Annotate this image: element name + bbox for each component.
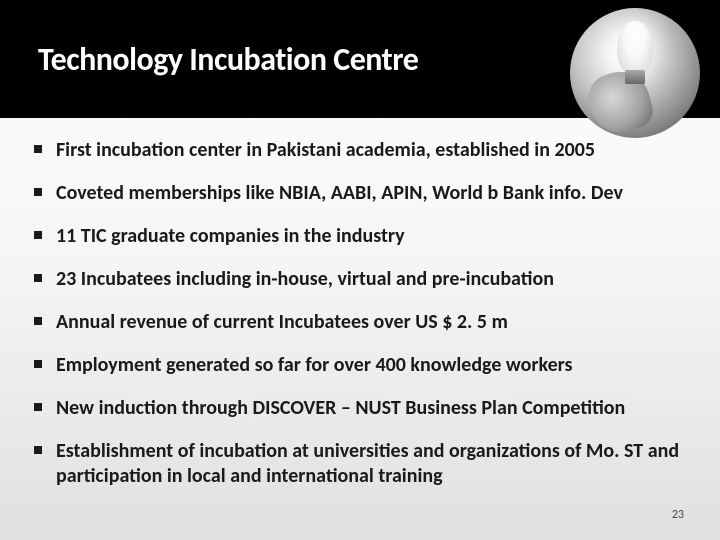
bullet-item: Establishment of incubation at universit… <box>18 439 702 489</box>
page-number: 23 <box>672 508 684 522</box>
content-area: First incubation center in Pakistani aca… <box>0 118 720 489</box>
bullet-item: New induction through DISCOVER – NUST Bu… <box>18 396 702 421</box>
bullet-item: First incubation center in Pakistani aca… <box>18 138 702 163</box>
lightbulb-icon <box>570 8 700 138</box>
bullet-item: 11 TIC graduate companies in the industr… <box>18 224 702 249</box>
bullet-item: Annual revenue of current Incubatees ove… <box>18 310 702 335</box>
bullet-item: 23 Incubatees including in-house, virtua… <box>18 267 702 292</box>
slide: Technology Incubation Centre First incub… <box>0 0 720 540</box>
bullet-item: Coveted memberships like NBIA, AABI, API… <box>18 181 702 206</box>
bullet-item: Employment generated so far for over 400… <box>18 353 702 378</box>
bullet-list: First incubation center in Pakistani aca… <box>18 138 702 489</box>
slide-title: Technology Incubation Centre <box>38 40 418 79</box>
title-bar: Technology Incubation Centre <box>0 0 720 118</box>
